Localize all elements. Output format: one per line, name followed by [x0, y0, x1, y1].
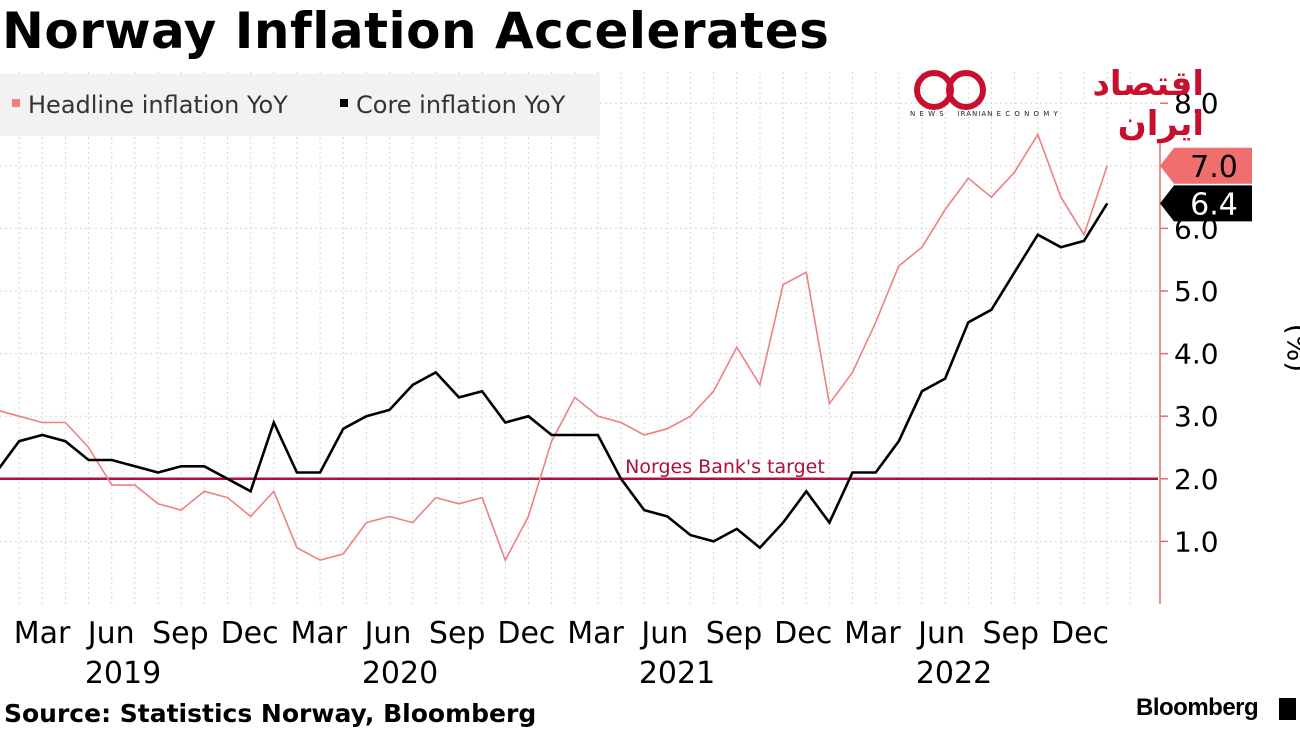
y-tick-label: 1.0 [1174, 525, 1219, 558]
watermark-subtitle: N E W S IRANIAN E C O N O M Y [910, 110, 1059, 118]
y-tick-label: 4.0 [1174, 338, 1219, 371]
chart-title: Norway Inflation Accelerates [2, 2, 830, 60]
x-tick-label: Dec [221, 616, 279, 651]
legend-swatch-headline [12, 99, 20, 107]
headline-end-tag-label: 7.0 [1190, 150, 1238, 185]
y-axis-label: (%) [1281, 324, 1300, 372]
legend-label-core: Core inflation YoY [356, 91, 566, 119]
target-label: Norges Bank's target [625, 456, 825, 478]
x-tick-label: Jun [86, 616, 135, 651]
bloomberg-terminal-icon [1279, 698, 1296, 720]
core-end-tag-shape [1160, 185, 1252, 222]
end-value-tags: 7.06.4 [1160, 147, 1252, 222]
y-tick-label: 3.0 [1174, 400, 1219, 433]
legend-swatch-core [340, 99, 348, 107]
y-tick-label: 2.0 [1174, 463, 1219, 496]
grid [0, 72, 1158, 604]
watermark-title: اقتصاد ایران [1092, 64, 1204, 144]
x-year-label: 2021 [639, 656, 715, 691]
x-tick-label: Dec [774, 616, 832, 651]
x-tick-label: Jun [916, 616, 965, 651]
x-axis: Mar Jun Sep Dec Mar Jun Sep Dec Mar Jun Sep Dec Mar J… [14, 616, 1109, 691]
x-tick-label: Sep [152, 616, 209, 651]
x-tick-label: Sep [706, 616, 763, 651]
y-tick-label: 8.0 [1174, 87, 1219, 120]
legend-box [0, 74, 600, 136]
y-tick-label: 5.0 [1174, 275, 1219, 308]
headline-end-tag-shape [1160, 147, 1252, 184]
x-tick-label: Mar [14, 616, 71, 651]
source-note: Source: Statistics Norway, Bloomberg [4, 699, 537, 728]
x-tick-label: Jun [639, 616, 688, 651]
x-tick-label: Sep [983, 616, 1040, 651]
core-end-tag-label: 6.4 [1190, 187, 1238, 222]
x-tick-label: Mar [290, 616, 347, 651]
x-year-label: 2020 [362, 656, 438, 691]
headline-line [0, 132, 1108, 563]
watermark-icon [914, 70, 986, 110]
x-tick-label: Jun [363, 616, 412, 651]
x-tick-label: Mar [844, 616, 901, 651]
x-year-label: 2022 [916, 656, 992, 691]
legend-label-headline: Headline inflation YoY [28, 91, 288, 119]
x-tick-label: Sep [429, 616, 486, 651]
core-line [0, 202, 1109, 550]
x-year-label: 2019 [85, 656, 161, 691]
bloomberg-logo: Bloomberg [1136, 694, 1259, 721]
watermark-logo: اقتصاد ایران N E W S IRANIAN E C O N O M… [908, 64, 1204, 144]
x-tick-label: Dec [497, 616, 555, 651]
x-tick-label: Dec [1051, 616, 1109, 651]
x-tick-label: Mar [567, 616, 624, 651]
